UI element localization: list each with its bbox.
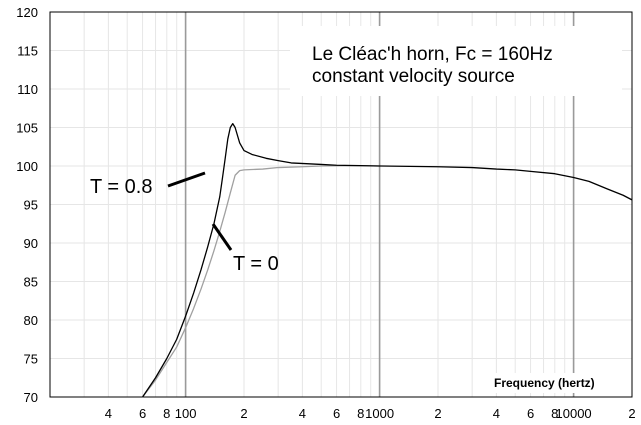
y-tick-label: 110: [17, 82, 38, 97]
y-tick-label: 100: [16, 159, 38, 174]
x-tick-label: 2: [628, 406, 635, 421]
y-tick-label: 90: [24, 236, 38, 251]
y-tick-label: 120: [16, 5, 38, 20]
chart-title-line-1: Le Cléac'h horn, Fc = 160Hz: [312, 44, 553, 65]
x-tick-label: 1000: [365, 406, 394, 421]
x-tick-label: 4: [105, 406, 112, 421]
series-layer: [142, 123, 633, 398]
x-tick-label: 6: [333, 406, 340, 421]
x-tick-label: 8: [551, 406, 558, 421]
annotation-leader-t0: [211, 223, 233, 251]
annotation-leader-t08: [167, 171, 206, 188]
y-tick-label: 85: [24, 275, 38, 290]
y-tick-label: 75: [24, 352, 38, 367]
x-tick-label: 4: [299, 406, 306, 421]
x-tick-label: 8: [357, 406, 364, 421]
x-tick-label: 2: [240, 406, 247, 421]
y-tick-label: 70: [24, 390, 38, 405]
chart-title-line-2: constant velocity source: [312, 66, 515, 87]
y-tick-label: 95: [24, 198, 38, 213]
y-axis-ticks: 70 75 80 85 90 95 100 105 110 115 120: [16, 5, 38, 405]
annotation-label-t0: T = 0: [233, 253, 279, 275]
x-axis-label: Frequency (hertz): [494, 376, 595, 390]
title-box: [290, 26, 622, 96]
x-tick-label: 8: [163, 406, 170, 421]
y-tick-label: 105: [16, 121, 38, 136]
x-tick-label: 6: [139, 406, 146, 421]
x-axis-label-box: [490, 373, 620, 393]
annotation-label-t08: T = 0.8: [90, 176, 152, 198]
x-tick-label: 10000: [556, 406, 592, 421]
x-tick-label: 6: [527, 406, 534, 421]
y-tick-label: 115: [17, 44, 38, 59]
y-tick-label: 80: [24, 313, 38, 328]
series-line-t0: [142, 164, 380, 398]
series-line-t08: [142, 123, 633, 398]
x-tick-label: 100: [175, 406, 197, 421]
grid-minor: [50, 12, 632, 397]
plot-frame: [49, 11, 633, 398]
x-tick-label: 2: [434, 406, 441, 421]
x-tick-label: 4: [493, 406, 500, 421]
